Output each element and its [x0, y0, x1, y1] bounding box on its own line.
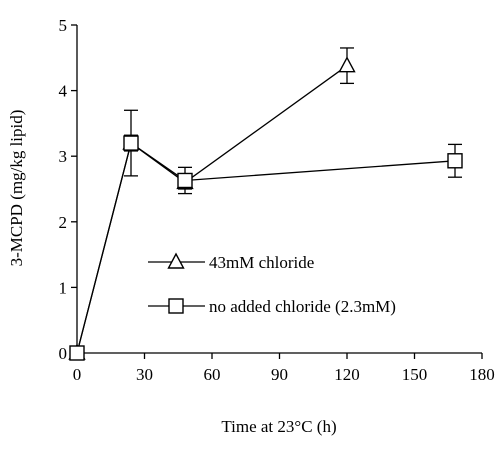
- y-tick-label: 3: [59, 147, 68, 166]
- legend-label-0: 43mM chloride: [209, 253, 314, 272]
- y-tick-label: 0: [59, 344, 68, 363]
- legend-triangle-marker: [167, 252, 185, 269]
- legend: 43mM chloride no added chloride (2.3mM): [148, 252, 396, 316]
- y-axis-title: 3-MCPD (mg/kg lipid): [7, 110, 26, 267]
- series-line-1: [76, 142, 456, 354]
- legend-square-marker: [168, 298, 184, 314]
- legend-item-1: no added chloride (2.3mM): [148, 297, 396, 316]
- legend-item-0: 43mM chloride: [148, 252, 314, 272]
- x-tick-label: 150: [402, 365, 428, 384]
- data-point: [177, 172, 193, 189]
- x-tick-label: 90: [271, 365, 288, 384]
- data-point: [123, 135, 139, 151]
- x-tick-label: 30: [136, 365, 153, 384]
- legend-label-1: no added chloride (2.3mM): [209, 297, 396, 316]
- series-layer: [68, 47, 463, 361]
- x-tick-label: 120: [334, 365, 360, 384]
- y-tick-label: 1: [59, 278, 68, 297]
- x-axis-title: Time at 23°C (h): [221, 417, 336, 436]
- y-tick-label: 4: [59, 82, 68, 101]
- x-tick-label: 60: [204, 365, 221, 384]
- data-point: [338, 56, 356, 73]
- y-tick-label: 2: [59, 213, 68, 232]
- series-1: [69, 109, 463, 361]
- data-point: [447, 153, 463, 169]
- x-ticks: 0 30 60 90 120 150 180: [73, 353, 495, 384]
- x-tick-label: 180: [469, 365, 495, 384]
- y-ticks: 0 1 2 3 4 5: [59, 16, 77, 363]
- y-tick-label: 5: [59, 16, 68, 35]
- x-tick-label: 0: [73, 365, 82, 384]
- data-point: [69, 345, 85, 361]
